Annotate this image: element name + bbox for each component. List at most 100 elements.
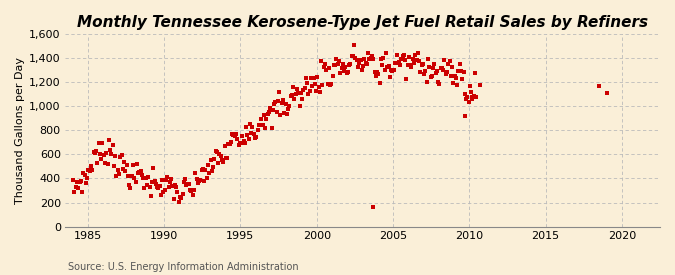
Point xyxy=(129,175,140,180)
Point xyxy=(185,187,196,192)
Point xyxy=(236,141,246,146)
Point xyxy=(140,176,151,181)
Point xyxy=(454,62,465,67)
Point xyxy=(157,177,167,182)
Point xyxy=(68,178,78,182)
Point xyxy=(290,92,301,97)
Point xyxy=(267,108,278,112)
Point xyxy=(294,104,305,108)
Point xyxy=(70,185,81,189)
Point xyxy=(375,57,386,62)
Point xyxy=(364,56,375,61)
Point xyxy=(246,131,256,135)
Point xyxy=(348,54,358,58)
Point xyxy=(80,180,91,185)
Point xyxy=(423,56,433,61)
Point xyxy=(233,143,244,148)
Point xyxy=(415,70,426,74)
Point xyxy=(280,102,291,106)
Y-axis label: Thousand Gallons per Day: Thousand Gallons per Day xyxy=(15,57,25,204)
Point xyxy=(286,94,296,98)
Point xyxy=(456,69,466,73)
Point xyxy=(372,70,383,75)
Point xyxy=(232,137,242,141)
Point xyxy=(269,101,279,106)
Point xyxy=(124,183,134,187)
Point xyxy=(250,136,261,140)
Point xyxy=(109,164,119,169)
Point xyxy=(433,80,443,85)
Point xyxy=(388,67,399,72)
Point xyxy=(475,82,485,87)
Point xyxy=(96,157,107,161)
Point xyxy=(148,166,159,171)
Point xyxy=(106,152,117,156)
Point xyxy=(225,139,236,144)
Point xyxy=(338,61,348,66)
Point xyxy=(158,190,169,195)
Point xyxy=(231,131,242,136)
Point xyxy=(103,138,114,142)
Point xyxy=(253,122,264,127)
Point xyxy=(288,84,298,89)
Point xyxy=(437,66,448,70)
Point xyxy=(143,175,154,179)
Point xyxy=(110,153,121,158)
Point xyxy=(200,167,211,172)
Point xyxy=(90,148,101,153)
Point xyxy=(136,172,147,177)
Point xyxy=(420,69,431,74)
Point xyxy=(385,68,396,72)
Point xyxy=(470,71,481,75)
Point xyxy=(319,64,329,69)
Point xyxy=(354,60,364,65)
Point xyxy=(90,151,101,155)
Point xyxy=(458,70,469,75)
Point xyxy=(83,168,94,172)
Point xyxy=(297,97,308,101)
Text: Source: U.S. Energy Information Administration: Source: U.S. Energy Information Administ… xyxy=(68,262,298,272)
Point xyxy=(184,182,194,186)
Point xyxy=(277,98,288,103)
Point xyxy=(169,183,180,188)
Point xyxy=(270,100,281,104)
Point xyxy=(461,97,472,101)
Point xyxy=(299,85,310,90)
Point xyxy=(207,169,217,174)
Point xyxy=(319,62,330,67)
Point xyxy=(467,97,478,101)
Point xyxy=(459,114,470,118)
Point xyxy=(365,56,376,60)
Point xyxy=(142,182,153,187)
Point xyxy=(198,179,209,184)
Point xyxy=(298,88,308,92)
Point xyxy=(349,43,360,47)
Point xyxy=(209,157,220,161)
Point xyxy=(601,91,612,95)
Point xyxy=(467,94,478,99)
Point xyxy=(382,65,393,70)
Point xyxy=(194,178,205,183)
Point xyxy=(230,134,240,139)
Point xyxy=(408,60,419,65)
Point xyxy=(254,123,265,127)
Point xyxy=(113,172,124,177)
Point xyxy=(172,190,183,194)
Point xyxy=(215,154,226,158)
Point xyxy=(125,186,136,191)
Point xyxy=(412,50,423,55)
Point xyxy=(122,174,133,178)
Point xyxy=(223,142,234,146)
Point xyxy=(78,171,89,175)
Point xyxy=(431,69,442,73)
Point xyxy=(107,142,118,147)
Point xyxy=(330,63,341,67)
Point xyxy=(271,110,282,114)
Point xyxy=(286,93,297,97)
Point xyxy=(310,89,321,93)
Point xyxy=(427,73,437,78)
Point xyxy=(425,75,436,79)
Point xyxy=(69,190,80,194)
Point xyxy=(257,123,268,128)
Point xyxy=(435,65,446,70)
